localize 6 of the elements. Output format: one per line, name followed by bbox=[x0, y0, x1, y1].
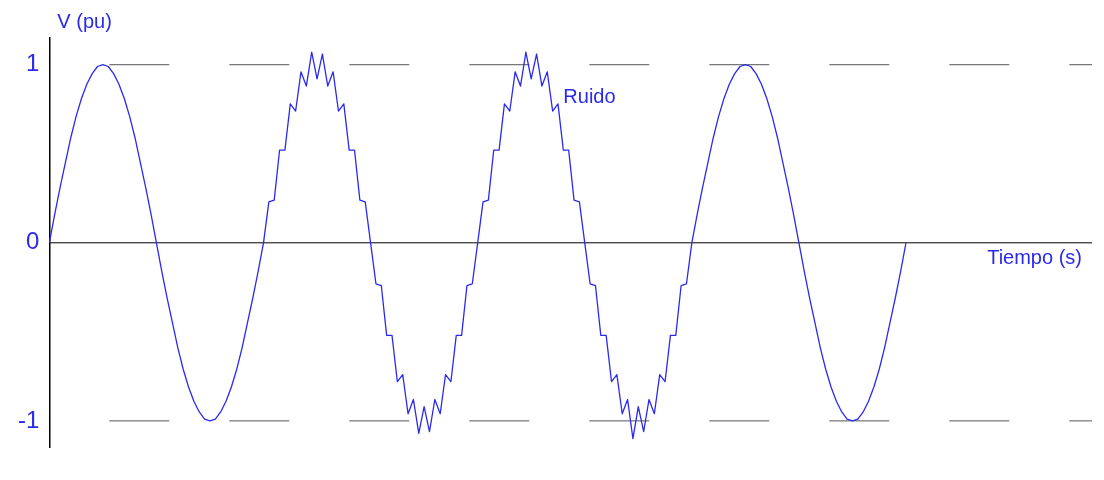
y-tick-label: -1 bbox=[18, 405, 40, 433]
x-axis-title: Tiempo (s) bbox=[987, 246, 1082, 269]
y-tick-label: 1 bbox=[25, 49, 40, 77]
y-tick-label: 0 bbox=[25, 227, 40, 255]
y-axis-title: V (pu) bbox=[57, 9, 112, 32]
annotation: Ruido bbox=[563, 85, 616, 108]
